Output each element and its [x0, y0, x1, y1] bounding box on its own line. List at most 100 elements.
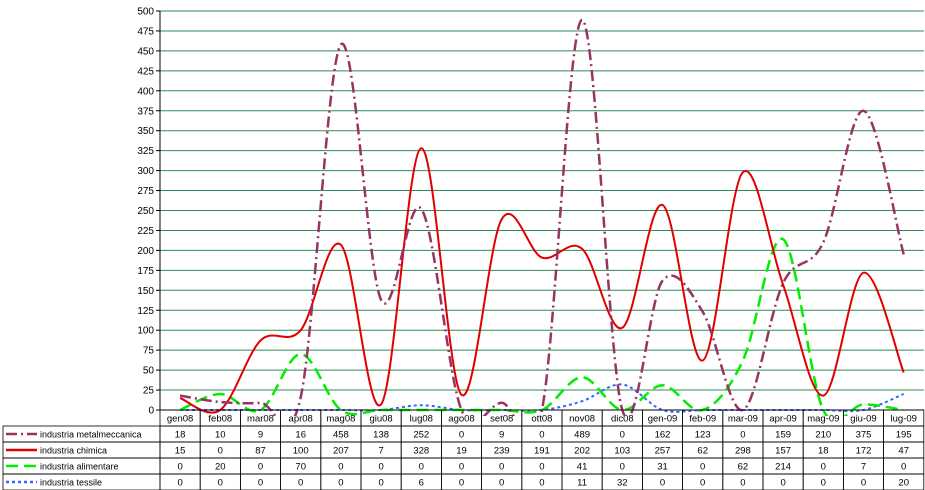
- data-label: 0: [459, 478, 464, 489]
- data-label: 0: [700, 462, 705, 473]
- y-tick-label: 125: [137, 306, 154, 317]
- data-label: 0: [177, 462, 182, 473]
- data-label: 0: [539, 478, 544, 489]
- x-category-label: set08: [490, 414, 513, 425]
- data-label: 207: [333, 446, 349, 457]
- data-label: 191: [534, 446, 550, 457]
- y-tick-label: 475: [137, 26, 154, 37]
- data-label: 0: [821, 478, 826, 489]
- data-label: 0: [620, 430, 625, 441]
- y-tick-label: 100: [137, 326, 154, 337]
- data-label: 0: [177, 478, 182, 489]
- data-label: 9: [258, 430, 263, 441]
- data-label: 0: [218, 446, 223, 457]
- y-tick-label: 500: [137, 7, 154, 18]
- data-label: 0: [539, 462, 544, 473]
- x-category-label: feb-09: [689, 414, 716, 425]
- data-label: 0: [700, 478, 705, 489]
- x-category-label: dic08: [611, 414, 634, 425]
- x-category-label: lug-09: [890, 414, 916, 425]
- data-label: 172: [856, 446, 872, 457]
- data-label: 0: [378, 478, 383, 489]
- legend-label: industria alimentare: [40, 462, 119, 472]
- data-label: 0: [378, 462, 383, 473]
- data-label: 0: [338, 478, 343, 489]
- y-tick-label: 25: [143, 386, 155, 397]
- data-label: 0: [499, 478, 504, 489]
- data-label: 0: [459, 462, 464, 473]
- data-label: 0: [660, 478, 665, 489]
- data-label: 157: [775, 446, 791, 457]
- data-label: 7: [861, 462, 866, 473]
- data-label: 0: [298, 478, 303, 489]
- data-label: 70: [295, 462, 306, 473]
- data-label: 0: [338, 462, 343, 473]
- data-label: 15: [175, 446, 186, 457]
- data-label: 202: [574, 446, 590, 457]
- data-label: 19: [456, 446, 467, 457]
- data-label: 31: [657, 462, 668, 473]
- y-tick-label: 75: [143, 346, 155, 357]
- x-category-label: mag-09: [807, 414, 839, 425]
- data-label: 0: [258, 462, 263, 473]
- data-label: 20: [215, 462, 226, 473]
- data-label: 47: [898, 446, 909, 457]
- data-label: 7: [378, 446, 383, 457]
- data-label: 10: [215, 430, 226, 441]
- data-label: 138: [373, 430, 389, 441]
- legend-label: industria metalmeccanica: [40, 430, 142, 440]
- data-label: 62: [738, 462, 749, 473]
- y-tick-label: 275: [137, 186, 154, 197]
- data-label: 298: [735, 446, 751, 457]
- x-category-label: mar08: [247, 414, 274, 425]
- data-label: 0: [419, 462, 424, 473]
- data-label: 11: [577, 478, 587, 489]
- data-label: 0: [539, 430, 544, 441]
- series-line: [179, 18, 905, 416]
- data-label: 16: [295, 430, 306, 441]
- data-label: 162: [655, 430, 671, 441]
- y-axis: 0 25 50 75 100 125 150 175 200 225 250 275 300 325 350…: [137, 7, 161, 417]
- series-lines: [179, 18, 905, 416]
- series-line: [180, 383, 905, 413]
- x-category-label: apr08: [289, 414, 313, 425]
- y-tick-label: 0: [148, 406, 154, 417]
- x-category-label: ago08: [448, 414, 474, 425]
- data-label: 159: [775, 430, 791, 441]
- data-label: 0: [861, 478, 866, 489]
- data-label: 239: [494, 446, 510, 457]
- x-category-label: gen-09: [648, 414, 678, 425]
- x-category-label: giu-09: [850, 414, 876, 425]
- data-label: 214: [775, 462, 791, 473]
- data-label: 0: [258, 478, 263, 489]
- data-label: 489: [574, 430, 590, 441]
- data-label: 123: [695, 430, 711, 441]
- y-tick-label: 350: [137, 126, 154, 137]
- y-tick-label: 225: [137, 226, 154, 237]
- x-category-label: mag08: [326, 414, 355, 425]
- data-label: 0: [780, 478, 785, 489]
- x-category-label: ott08: [531, 414, 552, 425]
- y-tick-label: 300: [137, 166, 154, 177]
- x-category-label: mar-09: [728, 414, 758, 425]
- y-tick-label: 250: [137, 206, 154, 217]
- data-label: 0: [218, 478, 223, 489]
- data-label: 0: [740, 478, 745, 489]
- y-tick-label: 175: [137, 266, 154, 277]
- y-tick-label: 150: [137, 286, 154, 297]
- x-category-label: lug08: [410, 414, 433, 425]
- x-category-label: feb08: [208, 414, 232, 425]
- table-cell: [883, 473, 925, 490]
- y-tick-label: 400: [137, 86, 154, 97]
- data-label: 32: [617, 478, 628, 489]
- data-label: 103: [614, 446, 630, 457]
- data-label: 195: [896, 430, 912, 441]
- x-category-label: giu08: [369, 414, 392, 425]
- data-label: 6: [419, 478, 424, 489]
- x-category-label: gen08: [167, 414, 193, 425]
- data-label: 100: [293, 446, 309, 457]
- data-label: 0: [740, 430, 745, 441]
- data-label: 9: [499, 430, 504, 441]
- y-tick-label: 425: [137, 66, 154, 77]
